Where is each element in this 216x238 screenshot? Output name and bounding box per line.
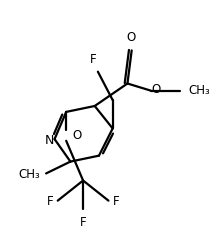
Text: O: O xyxy=(72,129,81,142)
Text: O: O xyxy=(152,83,161,96)
Text: O: O xyxy=(126,31,135,45)
Text: F: F xyxy=(90,53,97,66)
Text: N: N xyxy=(44,134,54,147)
Text: F: F xyxy=(113,195,119,208)
Text: F: F xyxy=(47,195,54,208)
Text: F: F xyxy=(80,216,86,229)
Text: CH₃: CH₃ xyxy=(189,84,210,97)
Text: CH₃: CH₃ xyxy=(18,168,40,181)
